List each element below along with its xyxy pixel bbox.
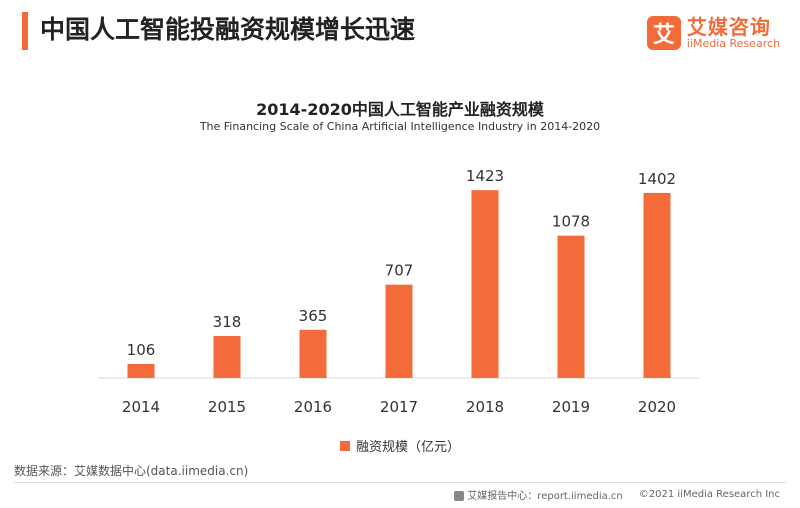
brand-logo-icon: 艾 (646, 16, 681, 50)
data-label-2020: 1402 (638, 170, 676, 188)
x-tick-label-2017: 2017 (380, 398, 418, 416)
chart-title: 2014-2020中国人工智能产业融资规模 (256, 100, 544, 119)
bar-2020 (643, 192, 671, 378)
bar-2018 (471, 190, 499, 378)
data-source-note: 数据来源：艾媒数据中心(data.iimedia.cn) (14, 464, 249, 478)
bar-2014 (127, 364, 155, 378)
data-label-2017: 707 (385, 262, 414, 280)
bar-2016 (299, 329, 327, 378)
brand-name: 艾媒咨询 (686, 14, 771, 39)
brand-subtitle: iiMedia Research (686, 36, 780, 50)
brand-logo: 艾 艾媒咨询 iiMedia Research (646, 10, 780, 56)
data-label-2016: 365 (299, 307, 328, 325)
legend-swatch (339, 440, 350, 451)
data-label-2018: 1423 (466, 167, 504, 185)
footer-divider (14, 482, 786, 483)
x-tick-label-2015: 2015 (208, 398, 246, 416)
footer-copyright: ©2021 iiMedia Research Inc (638, 489, 780, 500)
data-label-2014: 106 (127, 341, 156, 359)
x-tick-label-2020: 2020 (638, 398, 676, 416)
x-tick-label-2019: 2019 (552, 398, 590, 416)
report-icon (454, 491, 465, 501)
x-tick-label-2014: 2014 (122, 398, 160, 416)
footer: 艾媒报告中心：report.iimedia.cn ©2021 iiMedia R… (454, 487, 780, 502)
chart-subtitle: The Financing Scale of China Artificial … (199, 120, 601, 133)
data-label-2015: 318 (213, 313, 242, 331)
bar-2017 (385, 284, 413, 378)
title-accent-bar (22, 12, 28, 50)
x-tick-label-2018: 2018 (466, 398, 504, 416)
page-title: 中国人工智能投融资规模增长迅速 (40, 15, 416, 44)
footer-report-link[interactable]: 艾媒报告中心：report.iimedia.cn (454, 487, 623, 502)
chart-legend: 融资规模（亿元） (0, 436, 800, 455)
bar-2019 (557, 235, 585, 378)
legend-label: 融资规模（亿元） (355, 440, 460, 455)
data-label-2019: 1078 (552, 213, 590, 231)
x-tick-label-2016: 2016 (294, 398, 332, 416)
footer-report-text: 艾媒报告中心：report.iimedia.cn (467, 491, 623, 502)
bar-2015 (213, 336, 241, 378)
